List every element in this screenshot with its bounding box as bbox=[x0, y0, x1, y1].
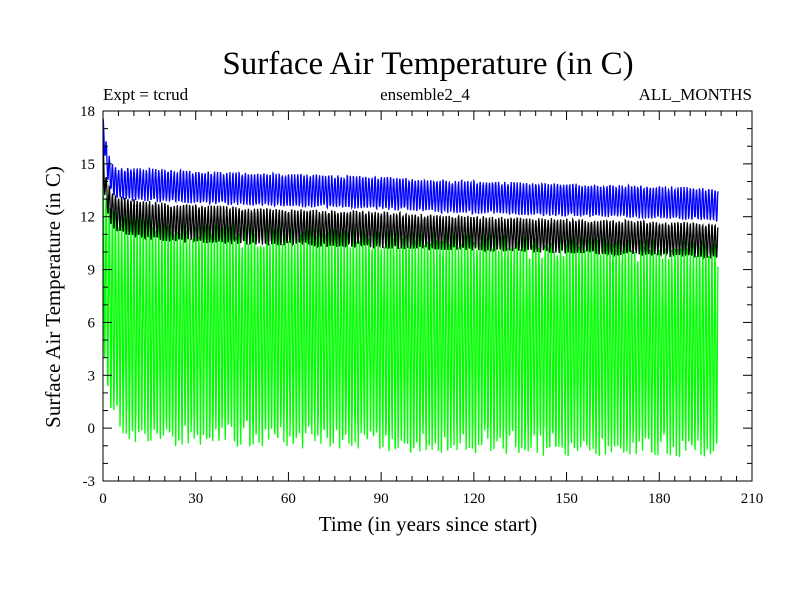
chart-title: Surface Air Temperature (in C) bbox=[222, 46, 633, 82]
series-line-0 bbox=[102, 148, 719, 457]
x-tick-label: 90 bbox=[374, 491, 389, 507]
y-axis-label: Surface Air Temperature (in C) bbox=[41, 166, 65, 428]
chart-subtitle-left: Expt = tcrud bbox=[103, 85, 189, 104]
series-line-2 bbox=[102, 118, 719, 222]
x-axis-label: Time (in years since start) bbox=[319, 512, 538, 536]
x-tick-label: 30 bbox=[188, 491, 203, 507]
x-tick-label: 210 bbox=[741, 491, 764, 507]
x-tick-label: 150 bbox=[555, 491, 578, 507]
x-tick-label: 180 bbox=[648, 491, 671, 507]
y-tick-label: 9 bbox=[88, 263, 96, 279]
chart-subtitle-center: ensemble2_4 bbox=[380, 85, 470, 104]
chart-subtitle-right: ALL_MONTHS bbox=[639, 85, 752, 104]
x-tick-label: 60 bbox=[281, 491, 296, 507]
x-tick-label: 120 bbox=[463, 491, 486, 507]
y-tick-label: -3 bbox=[83, 474, 96, 490]
y-tick-label: 18 bbox=[80, 104, 95, 120]
y-tick-label: 3 bbox=[88, 368, 96, 384]
y-tick-label: 0 bbox=[88, 421, 96, 437]
y-tick-label: 6 bbox=[88, 315, 96, 331]
y-tick-label: 15 bbox=[80, 157, 95, 173]
plot-series-group bbox=[102, 118, 719, 457]
series-line-1 bbox=[102, 144, 719, 260]
x-tick-label: 0 bbox=[99, 491, 107, 507]
y-tick-label: 12 bbox=[80, 210, 95, 226]
